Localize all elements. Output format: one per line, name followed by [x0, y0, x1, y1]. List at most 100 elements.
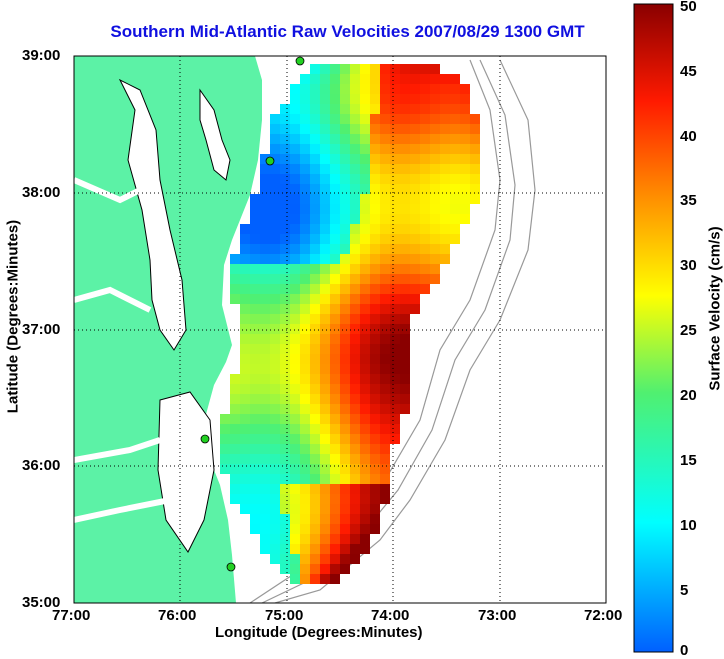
velocity-cell	[390, 354, 400, 364]
velocity-cell	[220, 444, 230, 454]
velocity-cell	[400, 284, 410, 294]
velocity-cell	[260, 254, 270, 264]
velocity-cell	[460, 144, 470, 154]
velocity-cell	[280, 334, 290, 344]
velocity-cell	[340, 524, 350, 534]
velocity-cell	[280, 224, 290, 234]
velocity-cell	[350, 184, 360, 194]
velocity-cell	[260, 484, 270, 494]
velocity-cell	[420, 84, 430, 94]
velocity-cell	[440, 184, 450, 194]
velocity-cell	[380, 74, 390, 84]
velocity-cell	[290, 204, 300, 214]
velocity-cell	[340, 264, 350, 274]
velocity-cell	[390, 284, 400, 294]
velocity-cell	[360, 204, 370, 214]
velocity-cell	[240, 434, 250, 444]
velocity-cell	[350, 524, 360, 534]
velocity-cell	[270, 314, 280, 324]
velocity-cell	[330, 114, 340, 124]
y-tick-label: 37:00	[22, 321, 61, 338]
velocity-cell	[340, 404, 350, 414]
velocity-cell	[340, 324, 350, 334]
velocity-cell	[380, 204, 390, 214]
velocity-cell	[320, 124, 330, 134]
velocity-cell	[380, 284, 390, 294]
velocity-cell	[370, 114, 380, 124]
velocity-cell	[250, 384, 260, 394]
velocity-cell	[260, 404, 270, 414]
velocity-cell	[280, 234, 290, 244]
velocity-cell	[240, 364, 250, 374]
velocity-cell	[270, 384, 280, 394]
velocity-cell	[310, 154, 320, 164]
velocity-cell	[230, 424, 240, 434]
velocity-cell	[350, 464, 360, 474]
velocity-cell	[470, 184, 480, 194]
velocity-cell	[320, 64, 330, 74]
x-tick-label: 77:00	[52, 607, 91, 624]
velocity-cell	[460, 94, 470, 104]
velocity-cell	[470, 194, 480, 204]
velocity-cell	[300, 384, 310, 394]
velocity-cell	[290, 234, 300, 244]
velocity-cell	[390, 364, 400, 374]
velocity-cell	[360, 524, 370, 534]
velocity-cell	[360, 454, 370, 464]
velocity-cell	[340, 424, 350, 434]
velocity-cell	[410, 224, 420, 234]
velocity-cell	[270, 464, 280, 474]
x-tick-label: 76:00	[158, 607, 197, 624]
velocity-cell	[250, 234, 260, 244]
velocity-cell	[380, 214, 390, 224]
velocity-cell	[370, 124, 380, 134]
velocity-cell	[340, 394, 350, 404]
velocity-cell	[340, 84, 350, 94]
velocity-cell	[350, 274, 360, 284]
velocity-cell	[320, 184, 330, 194]
velocity-cell	[430, 234, 440, 244]
velocity-cell	[330, 414, 340, 424]
velocity-cell	[340, 64, 350, 74]
y-axis-label: Latitude (Degrees:Minutes)	[4, 219, 22, 414]
velocity-cell	[340, 494, 350, 504]
velocity-cell	[290, 554, 300, 564]
velocity-cell	[290, 144, 300, 154]
colorbar-tick-label: 5	[680, 582, 689, 599]
velocity-cell	[380, 334, 390, 344]
velocity-cell	[350, 484, 360, 494]
velocity-cell	[360, 64, 370, 74]
velocity-cell	[320, 104, 330, 114]
velocity-cell	[250, 344, 260, 354]
velocity-cell	[390, 244, 400, 254]
velocity-cell	[270, 224, 280, 234]
velocity-cell	[330, 494, 340, 504]
velocity-cell	[300, 244, 310, 254]
velocity-cell	[370, 144, 380, 154]
velocity-cell	[250, 204, 260, 214]
velocity-cell	[300, 124, 310, 134]
velocity-cell	[260, 384, 270, 394]
velocity-cell	[410, 134, 420, 144]
velocity-cell	[310, 194, 320, 204]
velocity-cell	[220, 454, 230, 464]
velocity-cell	[280, 544, 290, 554]
velocity-cell	[360, 434, 370, 444]
velocity-cell	[330, 504, 340, 514]
velocity-cell	[320, 84, 330, 94]
velocity-cell	[370, 314, 380, 324]
velocity-cell	[400, 314, 410, 324]
velocity-cell	[250, 294, 260, 304]
velocity-cell	[380, 134, 390, 144]
velocity-cell	[290, 134, 300, 144]
velocity-cell	[350, 414, 360, 424]
velocity-cell	[390, 374, 400, 384]
velocity-cell	[310, 334, 320, 344]
velocity-cell	[380, 184, 390, 194]
velocity-cell	[290, 434, 300, 444]
velocity-cell	[320, 224, 330, 234]
colorbar-tick-label: 0	[680, 642, 689, 659]
velocity-cell	[370, 74, 380, 84]
velocity-cell	[430, 154, 440, 164]
velocity-cell	[340, 514, 350, 524]
